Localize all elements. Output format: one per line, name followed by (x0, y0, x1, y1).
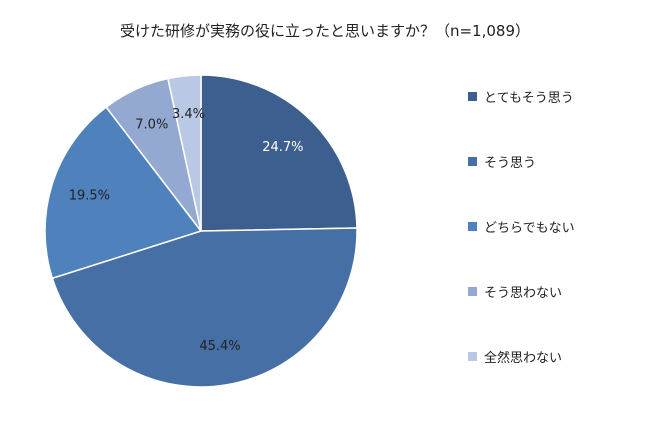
pie-slice-5 (167, 74, 202, 232)
legend-label-2: そう思う (484, 156, 537, 171)
legend-swatch-2 (468, 157, 477, 166)
legend-swatch-3 (468, 222, 477, 231)
pie-slice-2 (51, 227, 358, 388)
slice-value-label-3: 19.5% (69, 188, 110, 203)
legend-label-5: 全然思わない (484, 351, 563, 366)
legend-item-2: そう思う (468, 152, 536, 171)
pie-slice-3 (44, 106, 203, 280)
slice-value-label-4: 7.0% (135, 117, 168, 132)
legend-item-3: どちらでもない (468, 217, 575, 236)
legend-label-1: とてもそう思う (484, 91, 574, 106)
legend-label-3: どちらでもない (484, 221, 575, 236)
legend-swatch-5 (468, 352, 477, 361)
legend-label-4: そう思わない (484, 286, 563, 301)
legend-item-5: 全然思わない (468, 347, 562, 366)
chart-title: 受けた研修が実務の役に立ったと思いますか？（n=1,089） (119, 22, 531, 40)
slice-value-label-5: 3.4% (172, 107, 205, 122)
legend-swatch-4 (468, 287, 477, 296)
slice-value-label-2: 45.4% (199, 339, 240, 354)
slice-value-label-1: 24.7% (262, 140, 303, 155)
pie-slice-1 (200, 74, 358, 232)
legend-item-4: そう思わない (468, 282, 562, 301)
legend-item-1: とてもそう思う (468, 87, 574, 106)
legend-swatch-1 (468, 92, 477, 101)
